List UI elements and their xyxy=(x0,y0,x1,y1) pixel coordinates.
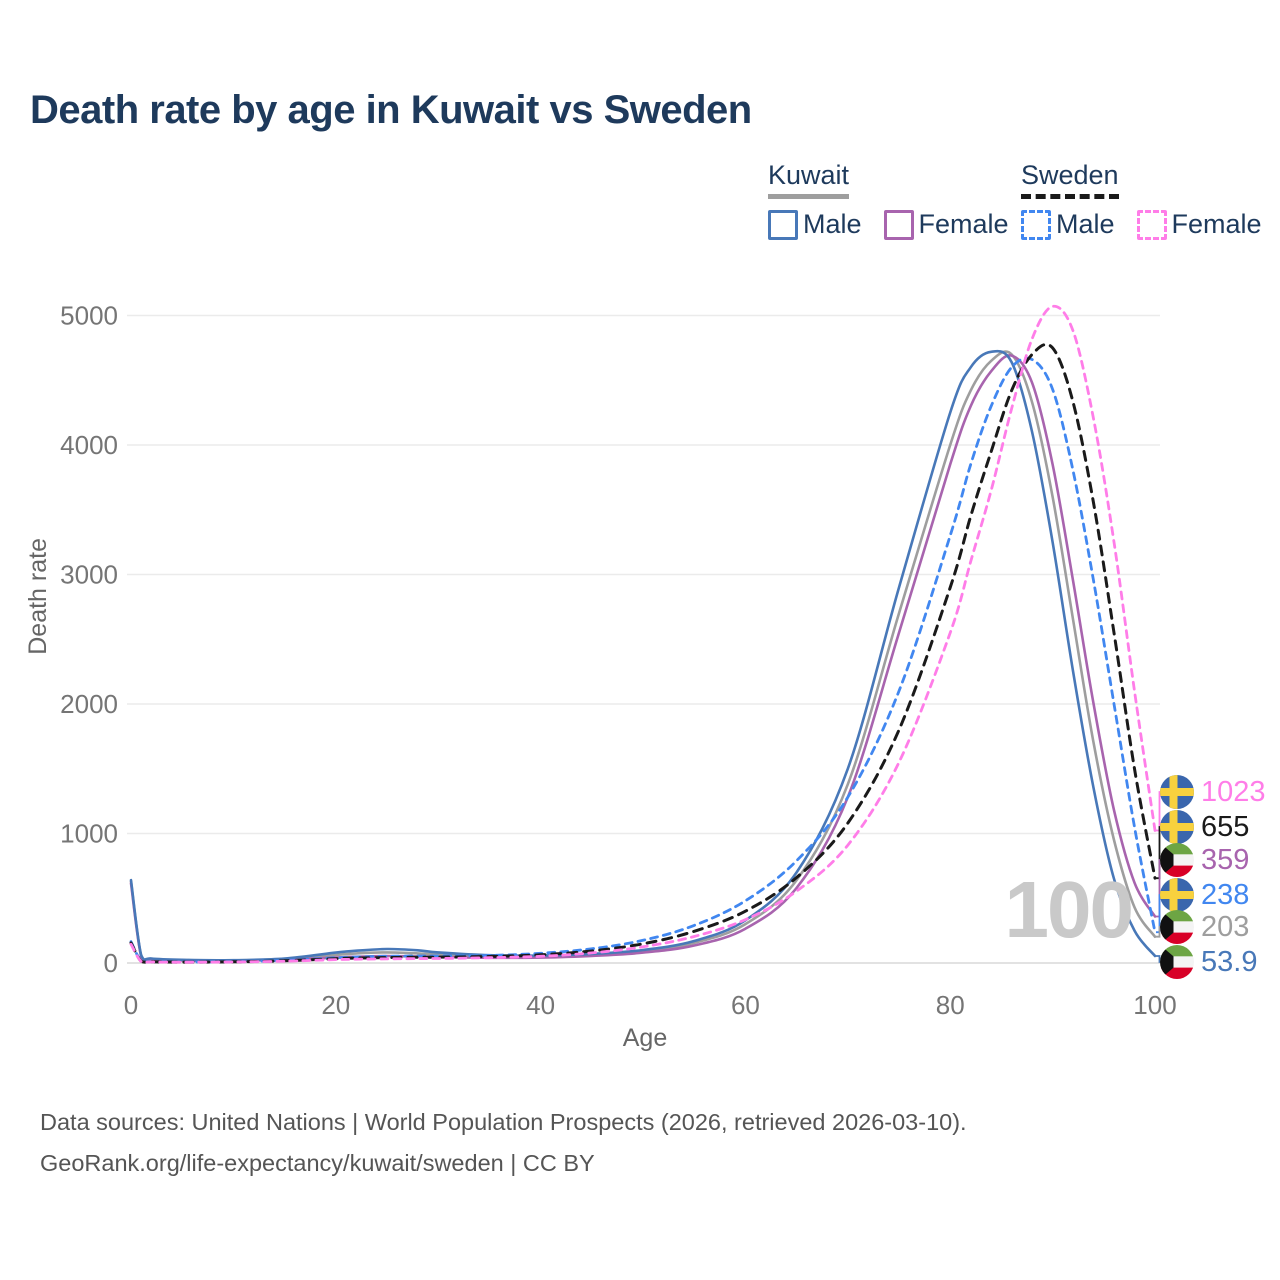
data-source-footer: Data sources: United Nations | World Pop… xyxy=(40,1102,967,1184)
end-label-kuwait-male: 53.9 xyxy=(1160,945,1257,979)
y-tick-label: 5000 xyxy=(60,301,118,331)
legend-header-kuwait: Kuwait xyxy=(768,160,850,199)
line-sweden-female xyxy=(129,304,1157,964)
x-tick-label: 0 xyxy=(124,990,138,1020)
end-label-kuwait-both: 203 xyxy=(1160,910,1249,944)
sweden-male-line-swatch-icon xyxy=(1021,209,1051,240)
end-label-sweden-male: 238 xyxy=(1160,878,1249,912)
legend-group-sweden: Sweden Male Female xyxy=(1021,160,1262,240)
x-tick-label: 100 xyxy=(1133,990,1176,1020)
legend-label: Female xyxy=(918,209,1009,239)
end-label-kuwait-female: 359 xyxy=(1160,843,1249,877)
end-value: 203 xyxy=(1201,910,1250,943)
flag-sweden-icon xyxy=(1160,810,1194,844)
end-label-sweden-female: 1023 xyxy=(1160,775,1266,809)
flag-kuwait-icon xyxy=(1160,910,1194,944)
y-tick-label: 0 xyxy=(104,948,118,978)
y-tick-label: 4000 xyxy=(60,430,118,460)
y-axis-label: Death rate xyxy=(24,538,52,655)
legend-label: Female xyxy=(1171,209,1262,239)
legend-header-sweden: Sweden xyxy=(1021,160,1119,199)
kuwait-female-line-swatch-icon xyxy=(883,209,914,240)
x-axis-label: Age xyxy=(622,1024,668,1052)
end-value: 1023 xyxy=(1201,775,1266,808)
flag-kuwait-icon xyxy=(1160,843,1194,877)
y-tick-label: 1000 xyxy=(60,819,118,849)
legend-item-kuwait-male[interactable]: Male xyxy=(768,209,862,240)
age-watermark: 100 xyxy=(1004,865,1134,954)
end-value: 359 xyxy=(1201,843,1250,876)
end-label-sweden-both: 655 xyxy=(1160,810,1249,844)
legend-item-kuwait-female[interactable]: Female xyxy=(883,209,1009,240)
flag-kuwait-icon xyxy=(1160,945,1194,979)
kuwait-male-line-swatch-icon xyxy=(768,209,798,240)
end-value: 238 xyxy=(1201,878,1250,911)
page-title: Death rate by age in Kuwait vs Sweden xyxy=(30,88,752,132)
flag-sweden-icon xyxy=(1160,878,1194,912)
line-kuwait-male xyxy=(129,349,1157,962)
flag-sweden-icon xyxy=(1160,775,1194,809)
legend-item-sweden-male[interactable]: Male xyxy=(1021,209,1115,240)
footer-line-1: Data sources: United Nations | World Pop… xyxy=(40,1109,967,1135)
y-tick-label: 2000 xyxy=(60,689,118,719)
legend-group-kuwait: Kuwait Male Female xyxy=(768,160,1009,240)
end-value: 655 xyxy=(1201,810,1250,843)
legend-label: Male xyxy=(803,209,862,239)
x-tick-label: 20 xyxy=(321,990,350,1020)
legend-item-sweden-female[interactable]: Female xyxy=(1136,209,1262,240)
x-tick-label: 60 xyxy=(731,990,760,1020)
end-value: 53.9 xyxy=(1201,945,1258,978)
y-tick-label: 3000 xyxy=(60,560,118,590)
footer-line-2: GeoRank.org/life-expectancy/kuwait/swede… xyxy=(40,1150,595,1176)
sweden-female-line-swatch-icon xyxy=(1136,209,1167,240)
x-tick-label: 80 xyxy=(936,990,965,1020)
line-sweden-both xyxy=(129,343,1157,964)
line-sweden-male xyxy=(129,356,1157,964)
legend-label: Male xyxy=(1056,209,1115,239)
x-tick-label: 40 xyxy=(526,990,555,1020)
